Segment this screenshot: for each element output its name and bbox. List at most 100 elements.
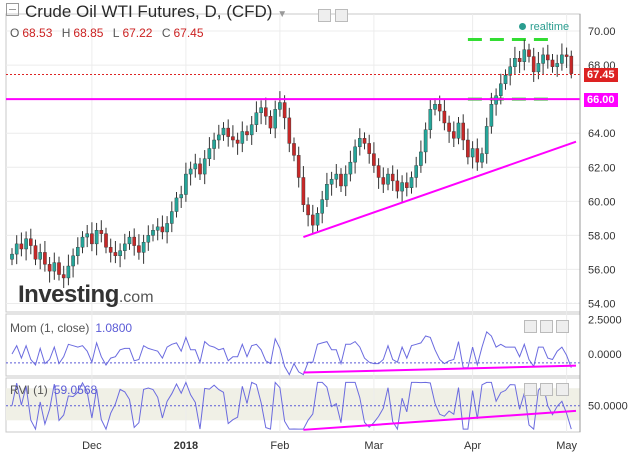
time-tick-label: Feb <box>270 440 289 452</box>
open-value: 68.53 <box>22 26 53 40</box>
candle-body <box>428 109 433 130</box>
rvi-move-up-icon[interactable] <box>524 383 537 396</box>
candle-body <box>184 173 188 195</box>
candle-body <box>90 233 94 245</box>
candle-body <box>99 230 104 234</box>
last-price-badge: 67.45 <box>584 68 618 82</box>
candle-body <box>358 138 362 148</box>
candle-body <box>353 146 357 163</box>
candle-body <box>212 139 216 149</box>
candle-body <box>564 54 569 57</box>
collapse-icon[interactable] <box>6 3 19 16</box>
candle-body <box>207 148 212 159</box>
rvi-move-down-icon[interactable] <box>540 383 553 396</box>
low-value: 67.22 <box>122 26 153 40</box>
rvi-line <box>11 381 572 431</box>
candle-body <box>513 58 517 67</box>
candle-body <box>43 252 47 265</box>
candle-body <box>259 107 263 113</box>
price-tick-label: 62.00 <box>588 162 616 174</box>
axes: 70.0068.0064.0062.0060.0058.0056.0054.00… <box>82 14 628 452</box>
mom-move-up-icon[interactable] <box>524 320 537 333</box>
candle-body <box>165 223 169 233</box>
candle-body <box>235 139 240 144</box>
candle-body <box>400 182 404 192</box>
mom-move-down-icon[interactable] <box>540 320 553 333</box>
time-tick-label: Apr <box>464 440 481 452</box>
candle-body <box>29 238 33 246</box>
candle-body <box>292 143 296 156</box>
mom-value: 1.0800 <box>95 321 133 335</box>
mom-line <box>11 331 572 376</box>
settings-icon[interactable] <box>318 9 331 22</box>
candle-body <box>66 265 71 279</box>
candle-body <box>386 173 390 185</box>
candle-body <box>216 134 221 141</box>
close-icon[interactable] <box>335 9 348 22</box>
rvi-band <box>6 388 580 421</box>
candle-body <box>282 102 287 119</box>
candle-body <box>151 230 155 236</box>
rvi-value: 59.0568 <box>53 383 98 397</box>
ohlc-readout: O 68.53 H 68.85 L 67.22 C 67.45 <box>10 26 210 40</box>
candle-body <box>433 104 437 110</box>
candle-body <box>522 49 527 62</box>
mom-label: Mom (1, close) <box>10 321 90 335</box>
price-tick-label: 60.00 <box>588 196 616 208</box>
candle-body <box>52 262 57 272</box>
candle-body <box>296 155 301 178</box>
candle-body <box>372 153 376 166</box>
candle-body <box>320 199 325 214</box>
high-value: 68.85 <box>73 26 104 40</box>
candle-body <box>499 83 503 96</box>
candle-body <box>480 153 484 163</box>
open-label: O <box>10 26 20 40</box>
candle-body <box>546 54 550 61</box>
rvi-close-icon[interactable] <box>556 383 569 396</box>
candle-body <box>287 117 292 144</box>
candle-body <box>536 63 541 73</box>
candle-body <box>376 165 381 178</box>
candle-body <box>405 182 409 188</box>
rvi-legend: RVI (1) 59.0568 <box>10 383 97 397</box>
candle-body <box>80 236 85 248</box>
chart-title: Crude Oil WTI Futures, D, (CFD) ▼ <box>6 2 287 22</box>
candle-body <box>334 173 339 180</box>
candle-body <box>155 226 160 231</box>
candle-body <box>343 173 348 187</box>
candle-body <box>137 245 141 253</box>
candle-body <box>311 214 315 226</box>
candle-body <box>174 197 179 212</box>
candle-body <box>390 173 395 182</box>
candle-body <box>517 58 522 62</box>
candle-body <box>348 161 353 175</box>
mom-tick-label: 0.0000 <box>588 349 622 361</box>
candle-body <box>489 104 494 127</box>
candle-body <box>113 252 118 257</box>
dropdown-icon[interactable]: ▼ <box>277 9 288 20</box>
symbol-title: Crude Oil WTI Futures, D, (CFD) <box>25 2 273 21</box>
candle-body <box>541 54 545 64</box>
candle-body <box>531 56 536 73</box>
candle-body <box>249 124 254 136</box>
resistance-badge: 66.00 <box>584 93 618 107</box>
candle-body <box>315 213 320 226</box>
candle-body <box>447 122 451 132</box>
candle-body <box>470 148 475 158</box>
candle-body <box>169 211 174 224</box>
candle-body <box>264 107 268 117</box>
candle-body <box>414 165 419 178</box>
candle-body <box>10 253 14 260</box>
mom-close-icon[interactable] <box>556 320 569 333</box>
candle-body <box>108 247 113 253</box>
candle-body <box>24 238 28 250</box>
time-tick-label: May <box>556 440 577 452</box>
candle-body <box>569 55 574 74</box>
candle-body <box>527 49 531 57</box>
candle-body <box>104 233 108 248</box>
candle-body <box>329 178 334 185</box>
candle-body <box>19 243 24 250</box>
candle-body <box>160 226 165 233</box>
candle-body <box>456 122 461 139</box>
candle-body <box>188 168 193 175</box>
